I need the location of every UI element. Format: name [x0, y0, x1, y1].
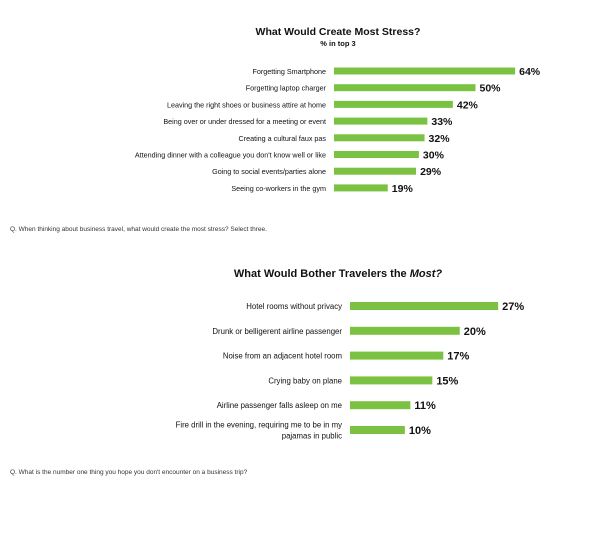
value-label: 64% — [519, 66, 541, 78]
category-label: Fire drill in the evening, requiring me … — [176, 421, 343, 441]
category-label-line: Airline passenger falls asleep on me — [217, 401, 342, 410]
stress-chart-subtitle: % in top 3 — [320, 39, 355, 48]
bar — [350, 302, 499, 310]
category-label: Creating a cultural faux pas — [239, 134, 327, 143]
bar — [334, 84, 476, 92]
bar — [334, 167, 417, 175]
category-label: Forgetting Smartphone — [252, 67, 326, 76]
category-label-line: Attending dinner with a colleague you do… — [135, 151, 326, 160]
bother-chart-footnote: Q. What is the number one thing you hope… — [10, 469, 248, 476]
category-label: Attending dinner with a colleague you do… — [135, 151, 326, 160]
value-label: 10% — [409, 425, 431, 437]
bother-chart-title-main: What Would Bother Travelers the — [234, 268, 410, 280]
category-label: Going to social events/parties alone — [212, 167, 326, 176]
category-label: Noise from an adjacent hotel room — [223, 352, 342, 361]
category-label-line: Forgetting laptop charger — [246, 84, 327, 93]
bar — [350, 326, 460, 335]
category-label: Forgetting laptop charger — [246, 84, 327, 93]
bother-chart: What Would Bother Travelers the Most? Ho… — [10, 268, 524, 476]
value-label: 42% — [457, 99, 479, 111]
category-label-line: Drunk or belligerent airline passenger — [212, 327, 342, 336]
bother-chart-bars: Hotel rooms without privacy 27% Drunk or b… — [176, 301, 525, 440]
category-label-line: Forgetting Smartphone — [252, 67, 326, 76]
value-label: 29% — [420, 166, 442, 178]
value-label: 17% — [447, 351, 469, 363]
value-label: 30% — [423, 150, 445, 162]
category-label-line: Noise from an adjacent hotel room — [223, 352, 342, 361]
category-label: Drunk or belligerent airline passenger — [212, 327, 342, 336]
stress-chart-title: What Would Create Most Stress? — [256, 26, 421, 38]
category-label: Hotel rooms without privacy — [246, 302, 342, 311]
stress-chart-bars: Forgetting Smartphone 64% Forgetting lapto… — [135, 66, 541, 195]
bother-chart-title: What Would Bother Travelers the Most? — [234, 268, 442, 280]
value-label: 11% — [414, 400, 436, 412]
bar — [350, 426, 405, 434]
bar — [334, 151, 419, 158]
category-label-line: Being over or under dressed for a meetin… — [163, 117, 326, 126]
bar — [334, 100, 453, 108]
category-label: Being over or under dressed for a meetin… — [163, 117, 326, 126]
category-label: Airline passenger falls asleep on me — [217, 401, 342, 410]
bar — [350, 376, 433, 385]
value-label: 19% — [392, 183, 414, 195]
bar — [350, 401, 411, 410]
value-label: 27% — [502, 301, 524, 313]
category-label-line: Seeing co-workers in the gym — [231, 184, 326, 193]
stress-chart: What Would Create Most Stress? % in top … — [10, 26, 541, 233]
bar — [334, 134, 425, 142]
category-label-line: Fire drill in the evening, requiring me … — [176, 421, 343, 430]
category-label-line: Leaving the right shoes or business atti… — [167, 100, 326, 109]
bother-chart-title-emphasis: Most? — [410, 268, 443, 280]
value-label: 33% — [431, 116, 453, 128]
value-label: 32% — [429, 133, 451, 145]
value-label: 15% — [436, 375, 458, 387]
bar — [334, 117, 428, 125]
bar — [334, 67, 516, 75]
bar — [334, 184, 388, 192]
category-label-line: Crying baby on plane — [268, 376, 342, 385]
category-label-line: Creating a cultural faux pas — [239, 134, 327, 143]
category-label-line: pajamas in public — [282, 431, 342, 440]
category-label-line: Going to social events/parties alone — [212, 167, 326, 176]
value-label: 50% — [480, 83, 502, 95]
category-label: Crying baby on plane — [268, 376, 342, 385]
stress-chart-footnote: Q. When thinking about business travel, … — [10, 226, 267, 233]
category-label: Seeing co-workers in the gym — [231, 184, 326, 193]
category-label: Leaving the right shoes or business atti… — [167, 100, 326, 109]
value-label: 20% — [464, 326, 486, 338]
bar — [350, 351, 444, 360]
category-label-line: Hotel rooms without privacy — [246, 302, 342, 311]
